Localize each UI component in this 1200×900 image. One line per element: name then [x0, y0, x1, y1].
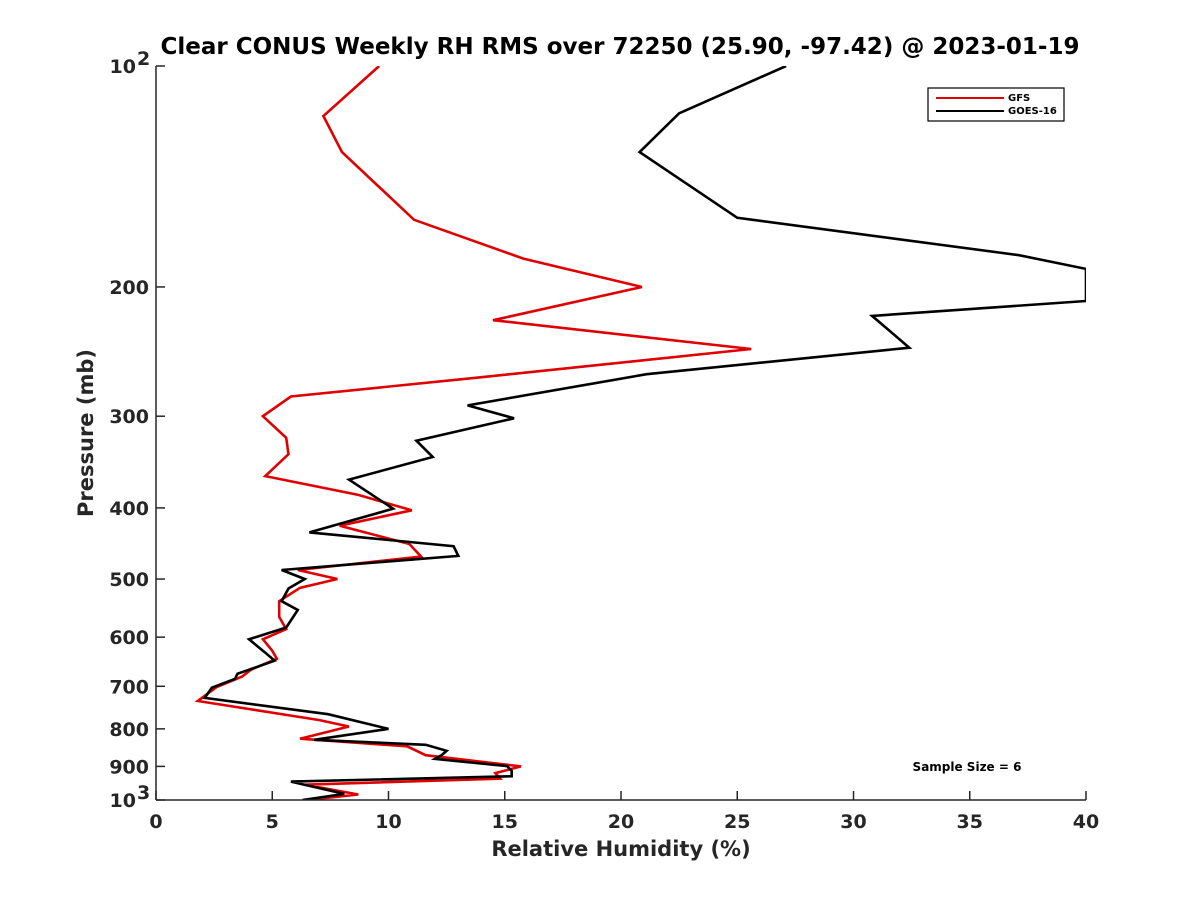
x-ticks: 0 5 10 15 20 25 30 35 40	[149, 791, 1099, 833]
chart-title: Clear CONUS Weekly RH RMS over 72250 (25…	[161, 34, 1080, 60]
x-tick-label: 10	[375, 811, 401, 833]
x-tick-label: 30	[840, 811, 866, 833]
legend-label-gfs: GFS	[1008, 93, 1030, 104]
series-line-gfs	[194, 66, 752, 800]
x-axis-label: Relative Humidity (%)	[491, 837, 750, 861]
y-tick-label: 10	[110, 56, 136, 78]
x-tick-label: 15	[492, 811, 518, 833]
y-tick-label: 600	[109, 627, 149, 649]
legend-label-goes16: GOES-16	[1008, 106, 1057, 117]
x-tick-label: 5	[266, 811, 279, 833]
sample-size-annotation: Sample Size = 6	[913, 760, 1022, 774]
legend: GFS GOES-16	[927, 87, 1065, 122]
series-layer	[194, 66, 1086, 800]
x-tick-label: 20	[608, 811, 634, 833]
y-tick-label: 300	[109, 406, 149, 428]
x-tick-label: 40	[1073, 811, 1099, 833]
y-tick-exponent: 3	[137, 782, 150, 804]
series-line-goes16	[202, 66, 1086, 800]
legend-box	[927, 87, 1065, 122]
x-tick-label: 25	[724, 811, 750, 833]
y-axis-label: Pressure (mb)	[74, 349, 98, 517]
y-tick-label: 800	[109, 719, 149, 741]
y-tick-label: 10	[110, 790, 136, 812]
y-tick-label: 200	[109, 277, 149, 299]
y-tick-label: 400	[109, 498, 149, 520]
x-tick-label: 35	[957, 811, 983, 833]
y-tick-label: 700	[109, 676, 149, 698]
x-tick-label: 0	[149, 811, 162, 833]
y-tick-label: 500	[109, 569, 149, 591]
y-tick-exponent: 2	[137, 48, 150, 70]
plot-area	[156, 66, 1086, 800]
y-tick-label: 900	[109, 756, 149, 778]
